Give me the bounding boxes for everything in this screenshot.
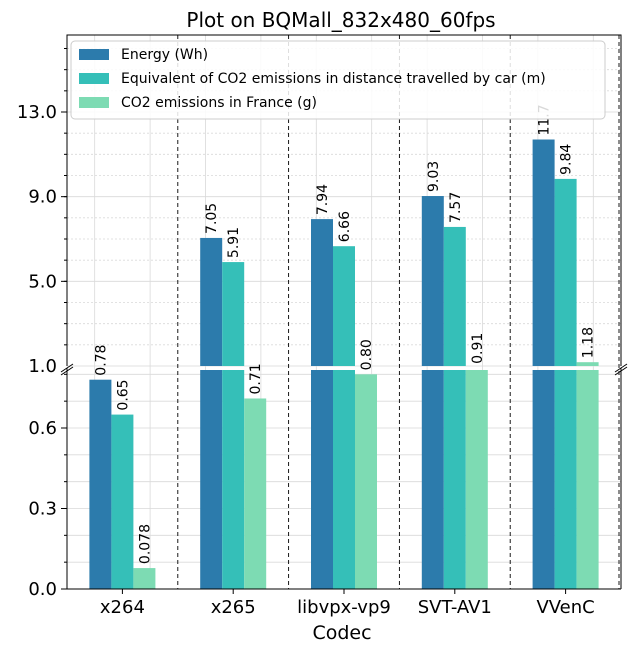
bar xyxy=(111,414,134,589)
axis-break-mark xyxy=(614,366,628,376)
bar xyxy=(532,370,555,589)
value-label: 1.18 xyxy=(581,327,597,358)
bar xyxy=(333,246,355,366)
bar xyxy=(532,139,555,366)
x-tick-label-svt-av1: SVT-AV1 xyxy=(418,597,492,618)
legend: Energy (Wh) Equivalent of CO2 emissions i… xyxy=(70,40,606,120)
y-tick-label: 1.0 xyxy=(28,356,57,377)
value-label: 0.80 xyxy=(359,339,375,370)
value-label: 0.71 xyxy=(248,363,264,394)
y-tick-label: 9.0 xyxy=(28,187,57,208)
x-axis-label: Codec xyxy=(312,622,371,644)
y-tick-label: 0.6 xyxy=(28,418,57,439)
legend-box xyxy=(70,40,606,120)
bar xyxy=(133,568,156,589)
bar xyxy=(333,370,355,589)
y-tick-label: 5.0 xyxy=(28,271,57,292)
bar xyxy=(421,370,444,589)
value-label: 0.65 xyxy=(115,379,131,410)
legend-swatch xyxy=(79,73,109,84)
value-label: 9.03 xyxy=(426,161,442,192)
chart-title: Plot on BQMall_832x480_60fps xyxy=(186,8,495,32)
value-label: 9.84 xyxy=(559,144,575,175)
bar xyxy=(576,362,599,366)
x-tick-label-x265: x265 xyxy=(211,597,256,618)
bar xyxy=(421,196,444,366)
value-label: 0.078 xyxy=(137,524,153,564)
bar xyxy=(443,370,466,589)
bar xyxy=(200,370,223,589)
value-label: 0.91 xyxy=(470,333,486,364)
bar xyxy=(222,262,245,366)
legend-swatch xyxy=(79,49,109,60)
y-tick-label: 0.3 xyxy=(28,499,57,520)
value-label: 7.94 xyxy=(315,184,331,215)
bar xyxy=(465,370,488,589)
value-label: 6.66 xyxy=(337,211,353,242)
axis-break-mark xyxy=(614,363,628,373)
bar xyxy=(311,219,333,366)
bar xyxy=(554,178,577,366)
legend-swatch xyxy=(79,97,109,108)
bars-group xyxy=(89,139,599,589)
value-label: 0.78 xyxy=(93,345,109,376)
upper-frame xyxy=(66,34,622,366)
legend-label: CO2 emissions in France (g) xyxy=(121,95,317,111)
bar xyxy=(576,370,599,589)
value-labels-group: 0.78 0.65 0.078 7.05 5.91 0.71 7.94 6.66 0.80 9.0… xyxy=(93,104,596,564)
bar xyxy=(311,370,333,589)
value-label: 5.91 xyxy=(226,227,242,258)
value-label: 7.05 xyxy=(204,203,220,234)
bar xyxy=(554,370,577,589)
x-tick-label-libvpx-vp9: libvpx-vp9 xyxy=(297,597,391,618)
bar xyxy=(443,226,466,366)
axis-break-mark xyxy=(60,363,74,373)
bar xyxy=(222,370,245,589)
y-tick-label: 13.0 xyxy=(17,102,57,123)
y-tick-label: 0.0 xyxy=(28,579,57,600)
bar xyxy=(355,374,377,589)
bar xyxy=(89,379,112,589)
bar xyxy=(200,237,223,366)
value-label: 7.57 xyxy=(448,192,464,223)
legend-label: Equivalent of CO2 emissions in distance … xyxy=(121,71,546,87)
bar xyxy=(244,398,267,589)
axes-group: 0.0 0.3 0.6 1.0 5.0 9.0 13.0 x264 x265 libvpx-vp9… xyxy=(17,34,628,618)
x-tick-label-vvenc: VVenC xyxy=(536,597,594,618)
x-tick-label-x264: x264 xyxy=(100,597,145,618)
axis-break-mark xyxy=(60,366,74,376)
legend-label: Energy (Wh) xyxy=(121,47,208,63)
